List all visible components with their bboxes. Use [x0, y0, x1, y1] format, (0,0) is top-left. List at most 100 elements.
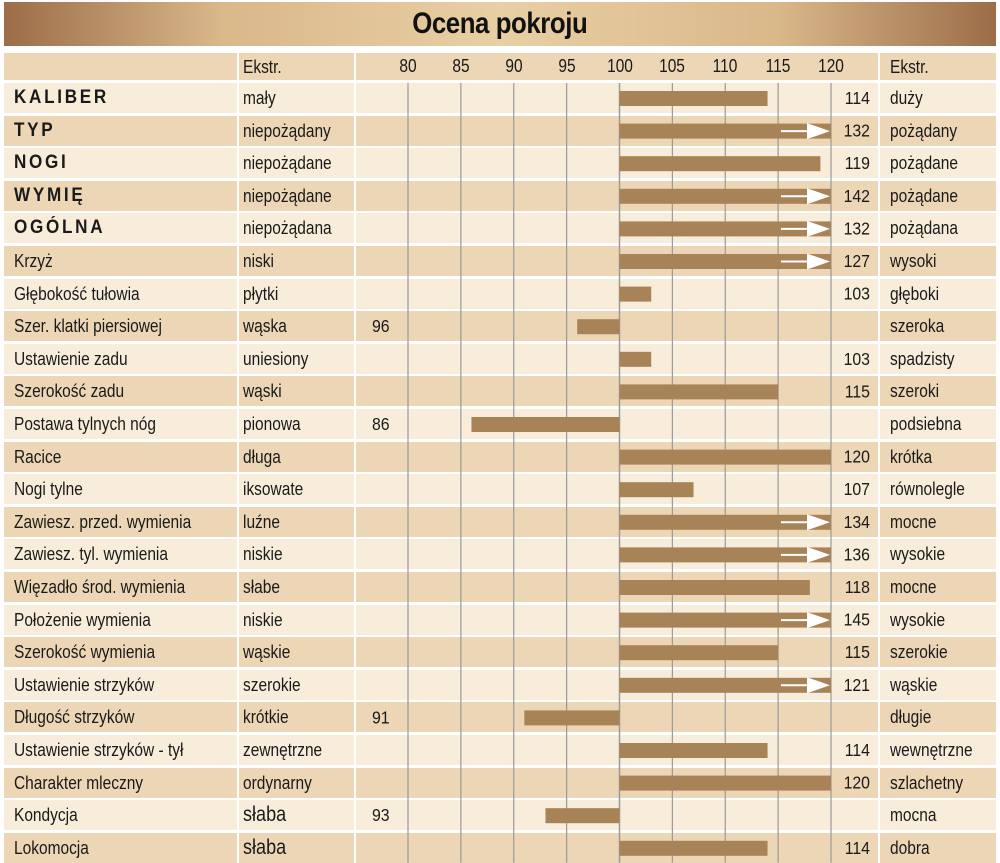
- table-cell: [4, 311, 237, 342]
- bar-value-label: 103: [844, 349, 870, 369]
- low-extreme-label: słaba: [243, 835, 287, 859]
- x-tick-label: 115: [765, 56, 791, 76]
- trait-label: Nogi tylne: [14, 479, 83, 500]
- low-extreme-label: wąska: [243, 316, 287, 337]
- low-extreme-label: długa: [243, 446, 281, 467]
- bar: [577, 319, 620, 335]
- table-cell: [239, 83, 354, 113]
- trait-label: Kondycja: [14, 805, 78, 826]
- table-cell: [239, 702, 354, 733]
- bar-value-label: 120: [844, 447, 870, 467]
- bar-value-label: 114: [845, 88, 870, 108]
- bar: [619, 188, 831, 204]
- bar: [545, 808, 620, 824]
- table-cell: [880, 506, 996, 537]
- table-cell: [880, 539, 996, 570]
- table-cell: [239, 637, 354, 668]
- high-extreme-label: wysokie: [890, 609, 946, 630]
- table-cell: [239, 115, 354, 146]
- table-cell: [4, 572, 237, 602]
- table-cell: [4, 702, 237, 733]
- table-cell: [880, 832, 996, 863]
- bar-value-label: 118: [845, 577, 870, 597]
- header-cell: [4, 53, 237, 80]
- table-cell: [4, 506, 237, 537]
- x-tick-label: 90: [505, 56, 523, 76]
- trait-label: Charakter mleczny: [14, 772, 144, 793]
- trait-label: Krzyż: [14, 251, 53, 271]
- low-extreme-label: słaba: [243, 803, 287, 827]
- overflow-arrow-head: [807, 612, 830, 629]
- table-cell: [356, 735, 878, 765]
- low-extreme-label: pionowa: [243, 414, 301, 434]
- trait-label: Długość strzyków: [14, 707, 135, 728]
- bar: [619, 580, 810, 595]
- trait-label: Postawa tylnych nóg: [14, 414, 156, 434]
- trait-label: Położenie wymienia: [14, 609, 151, 630]
- low-extreme-label: niepożądane: [243, 153, 332, 174]
- high-extreme-label: pożądana: [890, 218, 959, 239]
- table-cell: [239, 180, 354, 211]
- table-cell: [239, 246, 354, 276]
- table-cell: [239, 539, 354, 570]
- bar: [619, 286, 652, 302]
- table-cell: [239, 278, 354, 309]
- header-extreme-right: Ekstr.: [890, 56, 929, 77]
- table-cell: [880, 278, 996, 309]
- high-extreme-label: szeroka: [890, 316, 945, 337]
- bar-value-label: 96: [372, 316, 390, 336]
- table-cell: [239, 767, 354, 798]
- table-cell: [880, 604, 996, 635]
- low-extreme-label: ordynarny: [243, 772, 312, 793]
- table-cell: [880, 767, 996, 798]
- trait-label: Szerokość wymienia: [14, 642, 156, 663]
- header-cell: [356, 53, 878, 80]
- low-extreme-label: szerokie: [243, 674, 301, 695]
- high-extreme-label: krótka: [890, 446, 933, 467]
- table-cell: [880, 409, 996, 439]
- table-cell: [4, 180, 237, 211]
- table-cell: [880, 702, 996, 733]
- trait-label: Lokomocja: [14, 837, 89, 858]
- table-cell: [4, 213, 237, 244]
- table-cell: [880, 115, 996, 146]
- table-cell: [239, 832, 354, 863]
- trait-label: Zawiesz. przed. wymienia: [14, 511, 192, 532]
- low-extreme-label: niskie: [243, 544, 283, 565]
- table-cell: [239, 572, 354, 602]
- chart-title: Ocena pokroju: [412, 7, 588, 40]
- high-extreme-label: wysokie: [890, 544, 946, 565]
- bar-value-label: 132: [844, 218, 870, 238]
- high-extreme-label: wewnętrzne: [890, 740, 973, 760]
- bar-value-label: 134: [844, 512, 870, 532]
- table-cell: [880, 180, 996, 211]
- bar: [619, 156, 821, 172]
- bar: [619, 612, 831, 628]
- trait-label: Ustawienie strzyków - tył: [14, 740, 184, 760]
- bar: [619, 547, 831, 563]
- trait-label: Szer. klatki piersiowej: [14, 316, 162, 337]
- overflow-arrow-head: [807, 123, 830, 140]
- low-extreme-label: niepożądany: [243, 120, 331, 141]
- trait-label: Zawiesz. tyl. wymienia: [14, 544, 168, 565]
- high-extreme-label: długie: [890, 707, 932, 728]
- bar: [619, 384, 779, 400]
- high-extreme-label: wysoki: [890, 251, 937, 271]
- title-bar: Ocena pokroju: [4, 2, 996, 46]
- low-extreme-label: niepożądane: [243, 185, 332, 206]
- table-cell: [880, 246, 996, 276]
- bar: [471, 417, 620, 432]
- bar-value-label: 119: [845, 153, 870, 173]
- trait-label: Więzadło środ. wymienia: [14, 577, 186, 597]
- table-cell: [239, 800, 354, 831]
- table-cell: [4, 539, 237, 570]
- table-cell: [4, 474, 237, 505]
- high-extreme-label: mocne: [890, 577, 937, 597]
- bar-value-label: 136: [844, 544, 870, 564]
- bar-value-label: 91: [372, 707, 390, 727]
- table-cell: [356, 343, 878, 374]
- table-cell: [4, 278, 237, 309]
- table-cell: [356, 83, 878, 113]
- table-cell: [239, 343, 354, 374]
